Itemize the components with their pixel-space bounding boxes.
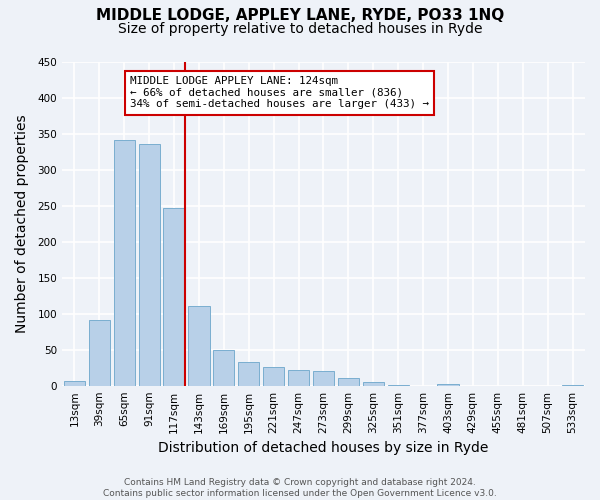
Bar bbox=[64, 380, 85, 386]
Text: Size of property relative to detached houses in Ryde: Size of property relative to detached ho… bbox=[118, 22, 482, 36]
Text: MIDDLE LODGE, APPLEY LANE, RYDE, PO33 1NQ: MIDDLE LODGE, APPLEY LANE, RYDE, PO33 1N… bbox=[96, 8, 504, 22]
Bar bbox=[163, 208, 185, 386]
Bar bbox=[139, 144, 160, 386]
Bar bbox=[238, 362, 259, 386]
Bar bbox=[188, 306, 209, 386]
Bar bbox=[288, 370, 309, 386]
Text: MIDDLE LODGE APPLEY LANE: 124sqm
← 66% of detached houses are smaller (836)
34% : MIDDLE LODGE APPLEY LANE: 124sqm ← 66% o… bbox=[130, 76, 429, 110]
Bar bbox=[213, 350, 235, 386]
Bar bbox=[263, 367, 284, 386]
Y-axis label: Number of detached properties: Number of detached properties bbox=[15, 114, 29, 333]
Bar bbox=[338, 378, 359, 386]
Bar bbox=[363, 382, 384, 386]
Bar bbox=[113, 140, 135, 386]
X-axis label: Distribution of detached houses by size in Ryde: Distribution of detached houses by size … bbox=[158, 441, 488, 455]
Bar bbox=[313, 370, 334, 386]
Bar bbox=[89, 320, 110, 386]
Text: Contains HM Land Registry data © Crown copyright and database right 2024.
Contai: Contains HM Land Registry data © Crown c… bbox=[103, 478, 497, 498]
Bar bbox=[388, 385, 409, 386]
Bar bbox=[562, 385, 583, 386]
Bar bbox=[437, 384, 458, 386]
